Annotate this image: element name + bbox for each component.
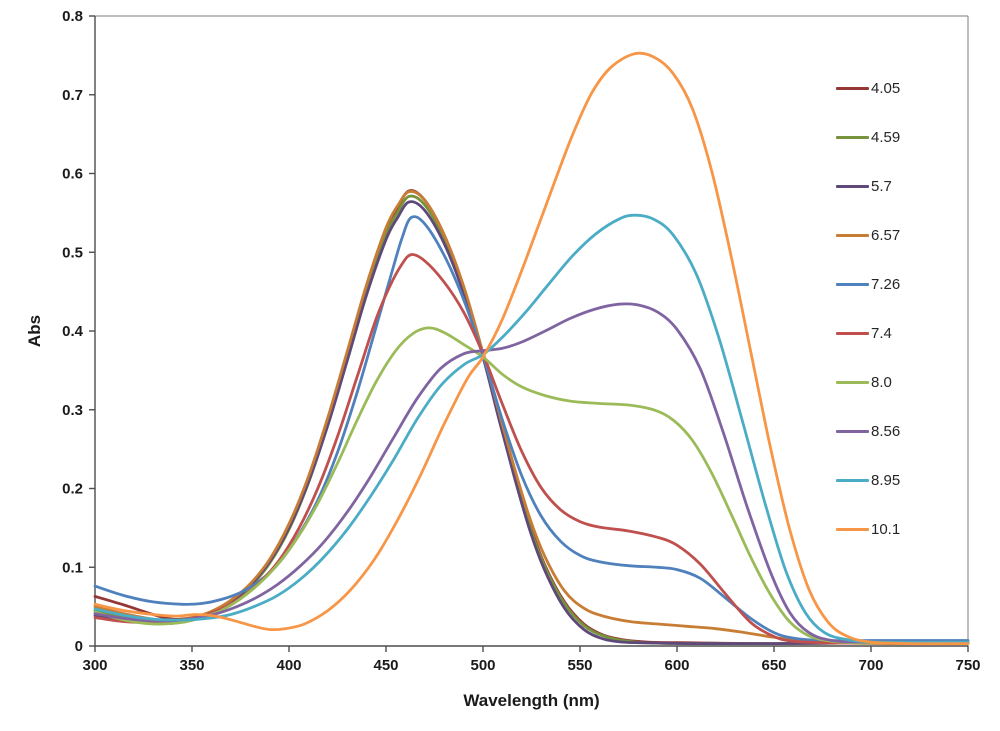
y-tick-label: 0.1 <box>62 559 83 576</box>
legend-item-8.56: 8.56 <box>836 407 900 456</box>
x-tick-label: 650 <box>761 657 786 674</box>
legend-label-6.57: 6.57 <box>871 227 901 244</box>
x-tick-label: 700 <box>858 657 883 674</box>
y-tick-label: 0.7 <box>62 87 83 104</box>
x-tick-label: 400 <box>276 657 301 674</box>
legend-label-4.05: 4.05 <box>871 80 901 97</box>
x-tick-label: 300 <box>82 657 107 674</box>
series-line-10.1 <box>93 51 970 646</box>
legend-item-10.1: 10.1 <box>836 505 900 554</box>
legend-label-10.1: 10.1 <box>871 521 901 538</box>
legend-item-5.7: 5.7 <box>836 162 900 211</box>
legend-swatch-7.26 <box>836 283 869 286</box>
legend-label-7.4: 7.4 <box>871 325 892 342</box>
legend-swatch-5.7 <box>836 185 869 188</box>
legend-item-7.26: 7.26 <box>836 260 900 309</box>
legend-swatch-4.05 <box>836 87 869 90</box>
legend-label-7.26: 7.26 <box>871 276 901 293</box>
legend-item-4.59: 4.59 <box>836 113 900 162</box>
legend-label-8.95: 8.95 <box>871 472 901 489</box>
legend-swatch-7.4 <box>836 332 869 335</box>
y-tick-label: 0.5 <box>62 244 83 261</box>
series-line-6.57 <box>93 190 970 646</box>
x-tick-label: 350 <box>179 657 204 674</box>
legend-swatch-6.57 <box>836 234 869 237</box>
y-axis-title: Abs <box>25 314 44 348</box>
legend-swatch-8.56 <box>836 430 869 433</box>
x-axis-title: Wavelength (nm) <box>463 691 600 710</box>
legend-label-8.56: 8.56 <box>871 423 901 440</box>
y-tick-label: 0.6 <box>62 166 83 183</box>
x-tick-label: 500 <box>470 657 495 674</box>
legend-item-7.4: 7.4 <box>836 309 900 358</box>
legend-swatch-8.95 <box>836 479 869 482</box>
y-tick-label: 0.4 <box>62 323 84 340</box>
legend-item-8.95: 8.95 <box>836 456 900 505</box>
y-tick-label: 0.8 <box>62 8 83 25</box>
legend-item-6.57: 6.57 <box>836 211 900 260</box>
x-tick-label: 450 <box>373 657 398 674</box>
legend-label-4.59: 4.59 <box>871 129 901 146</box>
series-line-8.56 <box>93 302 970 644</box>
x-tick-label: 600 <box>664 657 689 674</box>
legend-label-5.7: 5.7 <box>871 178 892 195</box>
legend-item-8.0: 8.0 <box>836 358 900 407</box>
series-line-7.26 <box>93 215 970 643</box>
legend-swatch-4.59 <box>836 136 869 139</box>
legend-label-8.0: 8.0 <box>871 374 892 391</box>
x-tick-label: 750 <box>955 657 980 674</box>
legend: 4.05 4.59 5.7 6.57 7.26 7.4 8.0 8.56 8.95 10.1 <box>836 64 900 554</box>
y-tick-label: 0 <box>75 638 83 655</box>
legend-swatch-10.1 <box>836 528 869 531</box>
legend-swatch-8.0 <box>836 381 869 384</box>
y-tick-label: 0.2 <box>62 481 83 498</box>
legend-item-4.05: 4.05 <box>836 64 900 113</box>
series-line-8.95 <box>93 213 970 644</box>
x-tick-label: 550 <box>567 657 592 674</box>
y-tick-label: 0.3 <box>62 402 83 419</box>
